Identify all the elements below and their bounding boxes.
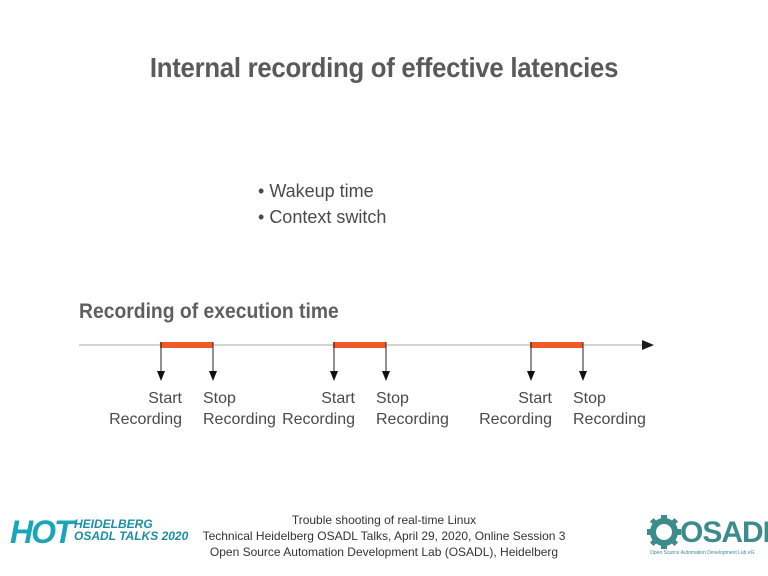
label-line: Stop (203, 390, 236, 407)
stop-recording-label: Stop Recording (376, 388, 449, 430)
label-line: Recording (479, 411, 552, 428)
footer-line: Technical Heidelberg OSADL Talks, April … (202, 529, 566, 543)
hot-logo: HOT HEIDELBERG OSADL TALKS 2020 (10, 514, 190, 550)
recording-segment-1 (157, 342, 217, 381)
execution-bar (530, 342, 583, 348)
hot-logo-main: HOT (10, 514, 74, 550)
osadl-logo-main: OSADL (680, 516, 768, 549)
bullet-item: Context switch (258, 204, 386, 230)
stop-recording-label: Stop Recording (573, 388, 646, 430)
recording-segment-2 (330, 342, 390, 381)
label-line: Recording (109, 411, 182, 428)
label-line: Stop (573, 390, 606, 407)
start-arrow-icon (527, 371, 535, 381)
bullet-item: Wakeup time (258, 178, 386, 204)
execution-bar (333, 342, 386, 348)
stop-recording-label: Stop Recording (203, 388, 276, 430)
label-line: Recording (376, 411, 449, 428)
label-line: Start (518, 390, 552, 407)
label-line: Start (321, 390, 355, 407)
stop-arrow-icon (209, 371, 217, 381)
footer-line: Trouble shooting of real-time Linux (291, 513, 477, 527)
osadl-logo-tagline: Open Source Automation Development Lab e… (650, 550, 755, 556)
start-recording-label: Start Recording (479, 388, 552, 430)
time-axis-arrowhead-icon (642, 340, 654, 350)
label-line: Recording (282, 411, 355, 428)
stop-arrow-icon (382, 371, 390, 381)
osadl-gear-icon (647, 515, 681, 549)
osadl-logo: OSADL Open Source Automation Development… (646, 512, 768, 562)
slide-footer: Trouble shooting of real-time Linux Tech… (0, 512, 768, 560)
hot-logo-year: 2020 (161, 529, 189, 543)
label-line: Start (148, 390, 182, 407)
hot-logo-subtitle: HEIDELBERG OSADL TALKS 2020 (74, 518, 188, 542)
start-recording-label: Start Recording (282, 388, 355, 430)
label-line: Stop (376, 390, 409, 407)
slide-title: Internal recording of effective latencie… (149, 52, 619, 83)
recording-segment-3 (527, 342, 587, 381)
footer-line: Open Source Automation Development Lab (… (209, 545, 559, 559)
start-arrow-icon (330, 371, 338, 381)
execution-bar (160, 342, 213, 348)
bullet-list: Wakeup time Context switch (258, 178, 386, 230)
start-recording-label: Start Recording (109, 388, 182, 430)
hot-logo-line: HEIDELBERG (74, 517, 153, 531)
hot-logo-line: OSADL TALKS (74, 529, 159, 543)
section-title: Recording of execution time (79, 300, 339, 323)
label-line: Recording (203, 411, 276, 428)
start-arrow-icon (157, 371, 165, 381)
label-line: Recording (573, 411, 646, 428)
stop-arrow-icon (579, 371, 587, 381)
